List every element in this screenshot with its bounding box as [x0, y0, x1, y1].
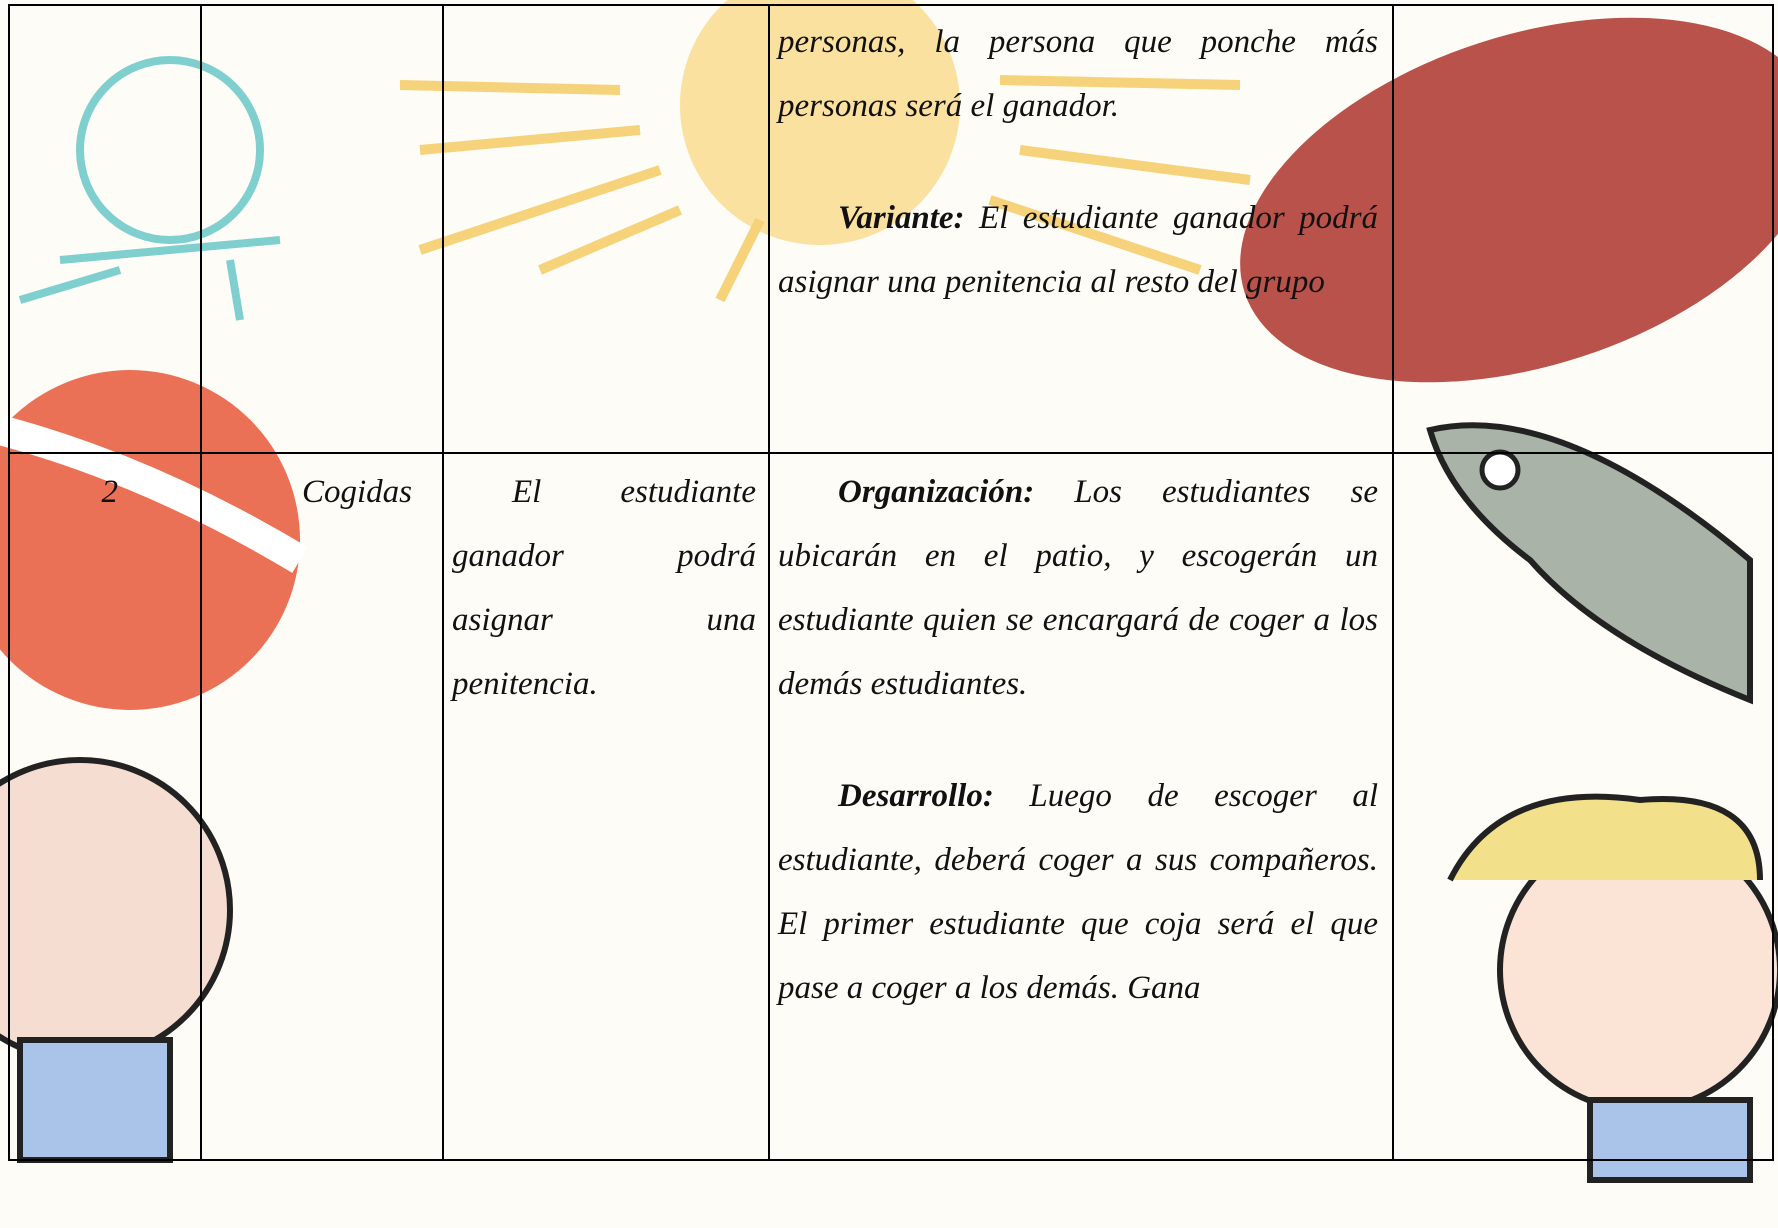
stick-figure — [18, 56, 281, 321]
paragraph: Desarrollo: Luego de escoger al estudian… — [778, 764, 1378, 1020]
table-border — [1392, 4, 1394, 1161]
number-cell: 2 — [12, 460, 198, 524]
kid-right — [1447, 793, 1778, 1183]
paragraph-label: Desarrollo: — [838, 778, 994, 814]
table-border — [200, 4, 202, 1161]
table-border — [442, 4, 444, 1161]
sun — [399, 0, 1251, 303]
objective: El estudiante ganador podrá asignar una … — [452, 474, 756, 702]
table-border — [768, 4, 770, 1161]
paragraph: personas, la persona que ponche más pers… — [778, 10, 1378, 138]
beach-ball — [0, 370, 308, 710]
row-number: 2 — [101, 474, 119, 510]
table-border — [8, 4, 1774, 6]
kid-left — [0, 757, 233, 1163]
name-cell: Cogidas — [204, 460, 412, 524]
paragraph-text: personas, la persona que ponche más pers… — [778, 24, 1378, 124]
paragraph-text: El estudiante ganador podrá asignar una … — [778, 200, 1378, 300]
paragraph-label: Variante: — [838, 200, 965, 236]
table-border — [8, 1159, 1774, 1161]
paragraph: Variante: El estudiante ganador podrá as… — [778, 186, 1378, 314]
table-border — [8, 452, 1774, 454]
activity-cell: Organización: Los estudiantes se ubicará… — [778, 460, 1378, 1020]
table-border — [8, 4, 10, 1161]
activity-cell: personas, la persona que ponche más pers… — [778, 10, 1378, 314]
football — [1240, 17, 1778, 383]
paragraph-label: Organización: — [838, 474, 1035, 510]
objective-cell: El estudiante ganador podrá asignar una … — [452, 460, 756, 716]
paragraph-text: Luego de escoger al estudiante, deberá c… — [778, 778, 1378, 1006]
paragraph: Organización: Los estudiantes se ubicará… — [778, 460, 1378, 716]
game-name: Cogidas — [301, 474, 412, 510]
table-border — [1772, 4, 1774, 1161]
fish — [1426, 422, 1753, 705]
paragraph-text: Los estudiantes se ubicarán en el patio,… — [778, 474, 1379, 702]
